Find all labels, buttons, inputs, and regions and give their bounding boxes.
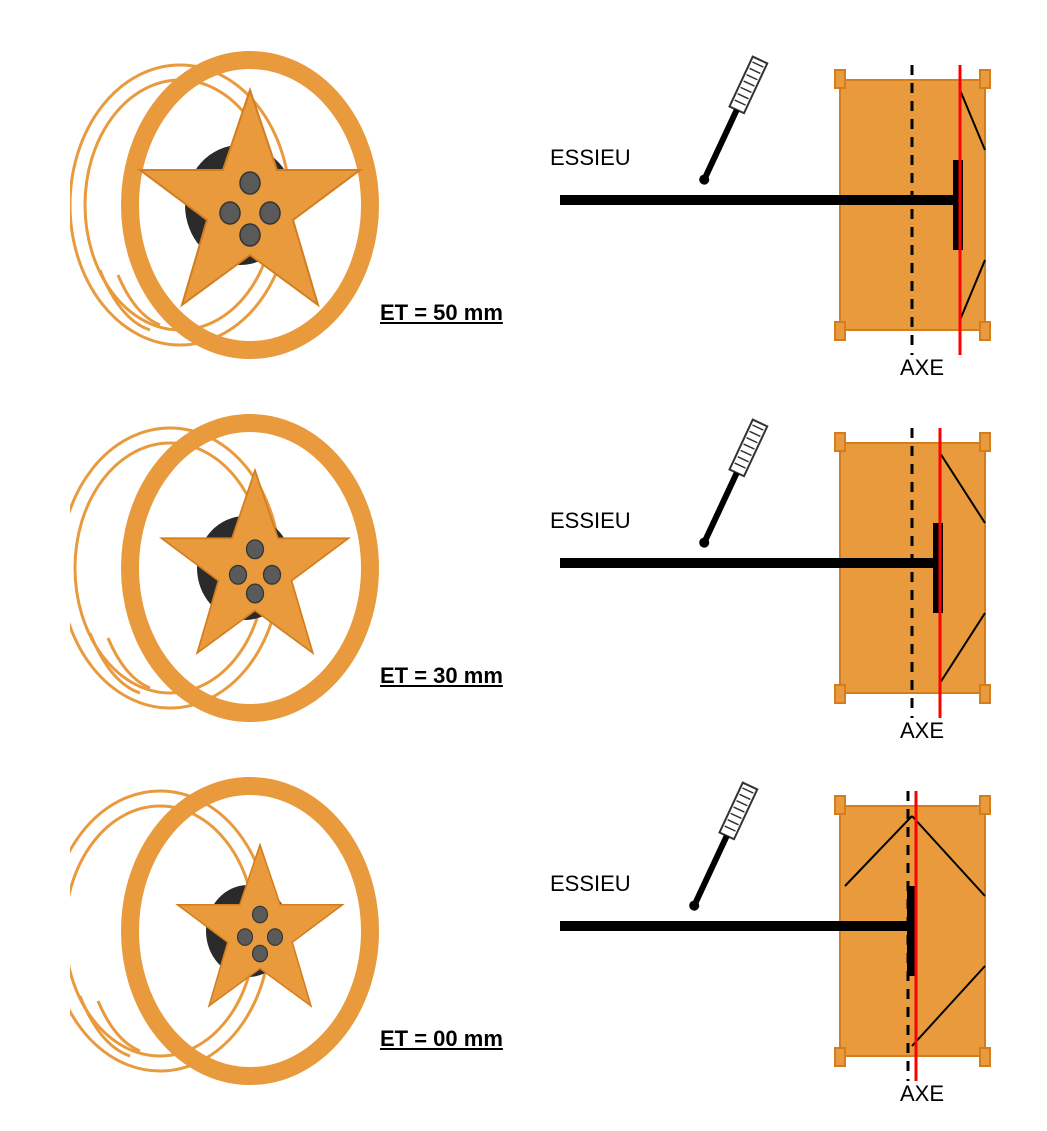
wheel-3d-et30 <box>70 413 380 723</box>
cross-section-et30 <box>560 383 1040 743</box>
et-label-30: ET = 30 mm <box>380 663 503 689</box>
row-et00: ET = 00 mm ESSIEU AXE <box>20 746 1027 1109</box>
row-et30: ET = 30 mm ESSIEU AXE <box>20 383 1027 746</box>
wheel-3d-et50 <box>70 50 380 360</box>
cross-section-et50 <box>560 20 1040 380</box>
diagram-container: ET = 50 mm ESSIEU AXE <box>20 20 1027 1111</box>
row-et50: ET = 50 mm ESSIEU AXE <box>20 20 1027 383</box>
et-label-00: ET = 00 mm <box>380 1026 503 1052</box>
cross-section-et00 <box>560 746 1040 1106</box>
wheel-3d-et00 <box>70 776 380 1086</box>
et-label-50: ET = 50 mm <box>380 300 503 326</box>
